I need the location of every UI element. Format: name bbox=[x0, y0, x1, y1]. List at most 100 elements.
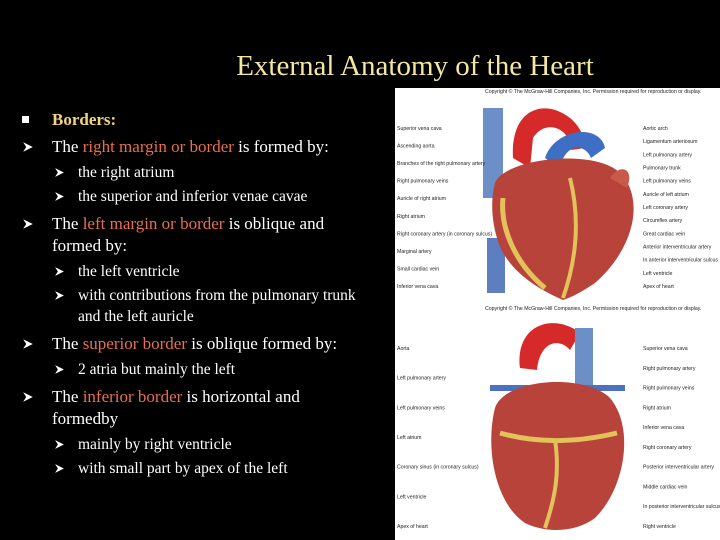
figure-label: Left atrium bbox=[397, 435, 422, 441]
sub-list: the right atrium the superior and inferio… bbox=[14, 162, 374, 207]
text-run: The bbox=[52, 387, 83, 406]
figure-label: Aorta bbox=[397, 346, 410, 352]
figure-label: Small cardiac vein bbox=[397, 266, 439, 272]
heart-figures: Copyright © The McGraw-Hill Companies, I… bbox=[395, 88, 720, 540]
figure-label: Superior vena cava bbox=[643, 346, 688, 352]
figure-label: Right pulmonary veins bbox=[643, 386, 695, 392]
figure-label: In posterior interventricular sulcus bbox=[643, 504, 720, 510]
sub-text: the left ventricle bbox=[78, 263, 180, 280]
text-run: The bbox=[52, 137, 83, 156]
bullet-item: The inferior border is horizontal and fo… bbox=[14, 386, 357, 430]
bullet-marker bbox=[23, 142, 33, 152]
bullet-marker bbox=[23, 392, 33, 402]
figure-label: Pulmonary trunk bbox=[643, 166, 681, 172]
fat-sulcus bbox=[561, 177, 578, 299]
aorta bbox=[519, 323, 580, 370]
figure-label: Inferior vena cava bbox=[643, 425, 684, 431]
figure-label: Right ventricle bbox=[643, 524, 676, 530]
sub-item: with contributions from the pulmonary tr… bbox=[14, 285, 358, 327]
sub-list: the left ventricle with contributions fr… bbox=[14, 261, 374, 327]
sub-list: 2 atria but mainly the left bbox=[14, 359, 374, 380]
copyright: Copyright © The McGraw-Hill Companies, I… bbox=[485, 88, 701, 95]
highlight-text: inferior border bbox=[82, 387, 183, 406]
figure-label: Auricle of right atrium bbox=[397, 196, 446, 202]
figure-label: In anterior interventricular sulcus bbox=[643, 258, 718, 264]
figure-label: Inferior vena cava bbox=[397, 284, 438, 290]
figure-label: Marginal artery bbox=[397, 249, 432, 255]
figure-label: Posterior interventricular artery bbox=[643, 465, 714, 471]
fat-sulcus bbox=[500, 197, 547, 290]
figure-label: Right coronary artery (in coronary sulcu… bbox=[397, 231, 492, 237]
sub-text: the superior and inferior venae cavae bbox=[78, 188, 308, 205]
text-run: The bbox=[52, 334, 83, 353]
sub-item: the left ventricle bbox=[14, 261, 358, 282]
highlight-text: left margin or border bbox=[82, 214, 225, 233]
bullet-marker bbox=[55, 192, 64, 201]
sub-item: mainly by right ventricle bbox=[14, 434, 358, 455]
sub-text: with small part by apex of the left bbox=[78, 460, 288, 477]
figure-label: Left ventricle bbox=[397, 494, 427, 500]
figure-label: Left pulmonary veins bbox=[397, 405, 445, 411]
figure-label: Apex of heart bbox=[643, 284, 674, 290]
bullet-marker bbox=[23, 339, 33, 349]
text-run: is oblique and formed by: bbox=[52, 214, 325, 255]
bullet-item: The right margin or border is formed by: bbox=[14, 136, 357, 158]
figure-label: Auricle of left atrium bbox=[643, 192, 689, 198]
sub-list: mainly by right ventricle with small part… bbox=[14, 434, 374, 479]
heading: Borders: bbox=[14, 108, 374, 132]
figure-label: Left pulmonary veins bbox=[643, 179, 691, 185]
slide-title: External Anatomy of the Heart bbox=[236, 50, 594, 82]
bullet-marker bbox=[55, 168, 64, 177]
figure-label: Left pulmonary artery bbox=[643, 152, 692, 158]
bullet-marker bbox=[23, 219, 33, 229]
vena-cava bbox=[575, 328, 593, 388]
figure-label: Left coronary artery bbox=[643, 205, 688, 211]
figure-label: Anterior interventricular artery bbox=[643, 245, 712, 251]
sub-item: the right atrium bbox=[14, 162, 358, 183]
text-run: is formed by: bbox=[233, 137, 329, 156]
sub-item: the superior and inferior venae cavae bbox=[14, 186, 358, 207]
aorta bbox=[512, 108, 585, 168]
figure-label: Left ventricle bbox=[643, 271, 673, 277]
sub-text: with contributions from the pulmonary tr… bbox=[78, 287, 356, 325]
vena-cava bbox=[483, 108, 503, 198]
figure-label: Right pulmonary artery bbox=[643, 366, 696, 372]
figure-label: Right pulmonary veins bbox=[397, 179, 449, 185]
highlight-text: superior border bbox=[82, 334, 188, 353]
bullet-marker bbox=[55, 365, 64, 374]
figure-label: Aortic arch bbox=[643, 126, 668, 132]
figure-label: Ligamentum arteriosum bbox=[643, 139, 698, 145]
fat-sulcus bbox=[543, 439, 559, 529]
bullet-item: The superior border is oblique formed by… bbox=[14, 333, 357, 355]
bullet-list: Borders: The right margin or border is f… bbox=[14, 108, 374, 485]
bullet-item: The left margin or border is oblique and… bbox=[14, 213, 357, 257]
sub-text: the right atrium bbox=[78, 164, 175, 181]
heart-anterior bbox=[483, 108, 634, 300]
figure-label: Right atrium bbox=[643, 405, 671, 411]
bullet-marker bbox=[55, 291, 64, 300]
bullet-marker bbox=[55, 440, 64, 449]
text-run: is oblique formed by: bbox=[187, 334, 338, 353]
figure-label: Left pulmonary artery bbox=[397, 376, 446, 382]
sub-text: 2 atria but mainly the left bbox=[78, 361, 236, 378]
sub-item: 2 atria but mainly the left bbox=[14, 359, 358, 380]
figure-label: Right coronary artery bbox=[643, 445, 692, 451]
figure-label: Circumflex artery bbox=[643, 218, 683, 224]
vena-cava bbox=[487, 238, 505, 293]
figure-label: Apex of heart bbox=[397, 524, 428, 530]
figure-label: Coronary sinus (in coronary sulcus) bbox=[397, 465, 479, 471]
sub-text: mainly by right ventricle bbox=[78, 436, 232, 453]
figure-label: Middle cardiac vein bbox=[643, 484, 688, 490]
figure-label: Superior vena cava bbox=[397, 126, 442, 132]
figure-label: Ascending aorta bbox=[397, 144, 435, 150]
highlight-text: right margin or border bbox=[82, 137, 234, 156]
bullet-marker bbox=[55, 464, 64, 473]
bullet-marker bbox=[55, 267, 64, 276]
copyright: Copyright © The McGraw-Hill Companies, I… bbox=[485, 305, 701, 312]
auricle bbox=[610, 169, 630, 188]
figure-label: Great cardiac vein bbox=[643, 231, 685, 237]
heart bbox=[492, 158, 634, 300]
sub-item: with small part by apex of the left bbox=[14, 458, 358, 479]
heart-posterior bbox=[490, 323, 625, 530]
